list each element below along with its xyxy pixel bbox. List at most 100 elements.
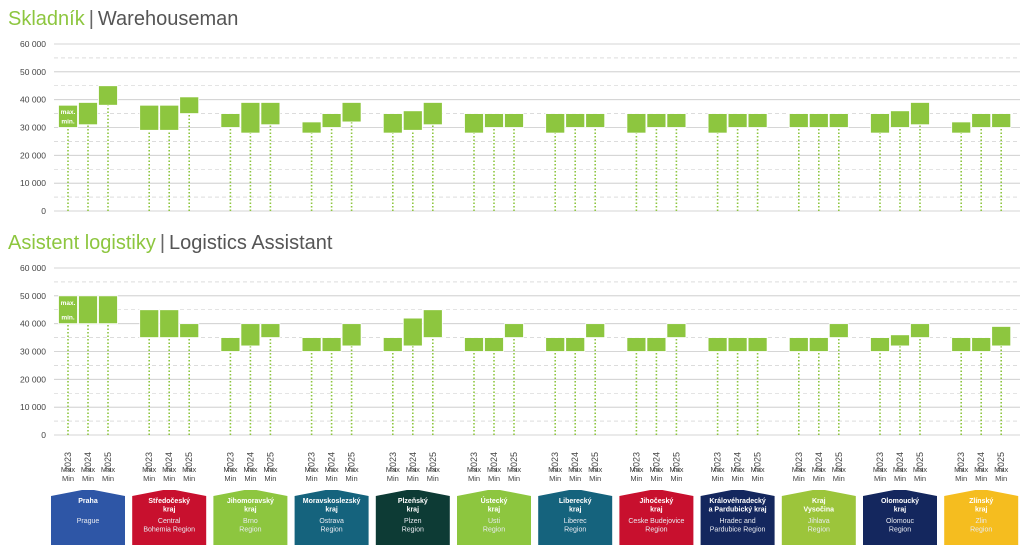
region-name-czech: kraj xyxy=(650,507,663,514)
min-sublabel: Min xyxy=(630,474,642,483)
range-bar xyxy=(58,104,78,128)
min-sublabel: Min xyxy=(874,474,886,483)
max-sublabel: Max xyxy=(731,465,745,474)
year-tick-label: 2023 xyxy=(631,452,641,472)
title-english: Logistics Assistant xyxy=(169,232,333,254)
min-sublabel: Min xyxy=(163,474,175,483)
region-badge-shape xyxy=(863,490,937,545)
range-bar xyxy=(545,337,566,352)
region-badge-shape xyxy=(132,490,207,545)
chart-title-logistics-assistant: Asistent logistiky | Logistics Assistant xyxy=(8,232,332,255)
range-bar xyxy=(971,113,992,128)
range-bar xyxy=(565,113,586,128)
region-badge-shape xyxy=(294,490,369,545)
max-sublabel: Max xyxy=(101,465,115,474)
y-tick-label: 20 000 xyxy=(20,374,46,384)
year-tick-label: 2025 xyxy=(590,452,600,472)
range-bar xyxy=(159,309,180,338)
year-tick-label: 2024 xyxy=(164,452,174,472)
year-tick-label: 2024 xyxy=(245,452,255,472)
region-badge-shape xyxy=(781,490,856,545)
range-bar xyxy=(382,113,403,134)
max-sublabel: Max xyxy=(812,465,826,474)
min-sublabel: Min xyxy=(264,474,276,483)
range-bar xyxy=(707,113,728,134)
year-tick-label: 2024 xyxy=(733,452,743,472)
range-bar xyxy=(828,113,849,128)
range-bar xyxy=(422,102,443,126)
chart-title-warehouseman: Skladník | Warehouseman xyxy=(8,8,238,31)
region-name-czech: kraj xyxy=(325,507,338,514)
region-name-english: Liberec xyxy=(564,518,587,525)
range-bar xyxy=(504,323,524,338)
region-name-czech: Královéhradecký xyxy=(709,498,766,505)
min-sublabel: Min xyxy=(62,474,74,483)
x-axis-labels: 2023MaxMin2024MaxMin2025MaxMin2023MaxMin… xyxy=(61,452,1009,483)
legend-max-label: max. xyxy=(61,109,76,116)
range-bar xyxy=(626,337,647,352)
region-badge-shape xyxy=(457,490,531,545)
min-sublabel: Min xyxy=(183,474,195,483)
min-sublabel: Min xyxy=(833,474,845,483)
y-tick-label: 50 000 xyxy=(20,291,46,301)
region-badge: Praha Prague xyxy=(51,490,125,545)
year-tick-label: 2025 xyxy=(184,452,194,472)
range-bar xyxy=(545,113,566,134)
range-bar xyxy=(260,102,281,126)
range-bar xyxy=(585,323,606,338)
range-bar xyxy=(402,110,423,131)
region-name-czech: kraj xyxy=(244,507,257,514)
region-name-english: Ostrava xyxy=(319,518,344,525)
region-name-english: Hradec and xyxy=(719,518,755,525)
max-sublabel: Max xyxy=(974,465,988,474)
range-bar xyxy=(890,334,910,347)
region-name-english: Region xyxy=(808,527,830,534)
max-sublabel: Max xyxy=(954,465,968,474)
year-tick-label: 2023 xyxy=(875,452,885,472)
y-tick-label: 50 000 xyxy=(20,67,46,77)
max-sublabel: Max xyxy=(832,465,846,474)
max-sublabel: Max xyxy=(994,465,1008,474)
y-tick-label: 30 000 xyxy=(20,347,46,357)
region-badge-shape xyxy=(213,490,288,545)
year-tick-label: 2023 xyxy=(388,452,398,472)
year-tick-label: 2023 xyxy=(307,452,317,472)
max-sublabel: Max xyxy=(588,465,602,474)
region-name-czech: Praha xyxy=(78,498,98,505)
region-name-english: Region xyxy=(970,527,992,534)
range-bar xyxy=(727,337,748,352)
y-tick-label: 20 000 xyxy=(20,150,46,160)
region-name-czech: Vysočina xyxy=(804,507,835,514)
year-tick-label: 2025 xyxy=(671,452,681,472)
region-name-czech: kraj xyxy=(894,507,907,514)
max-sublabel: Max xyxy=(467,465,481,474)
max-sublabel: Max xyxy=(913,465,927,474)
region-name-english: Region xyxy=(645,527,667,534)
y-tick-label: 40 000 xyxy=(20,319,46,329)
range-bar xyxy=(260,323,281,338)
region-badge: Plzeňský kraj Plzen Region xyxy=(375,490,450,545)
range-bar xyxy=(727,113,748,128)
range-bar xyxy=(159,104,180,131)
region-name-czech: Plzeňský xyxy=(398,498,428,505)
min-sublabel: Min xyxy=(732,474,744,483)
max-sublabel: Max xyxy=(81,465,95,474)
range-bar xyxy=(98,295,118,325)
range-bar xyxy=(971,337,992,352)
region-badge-shape xyxy=(51,490,125,545)
year-tick-label: 2024 xyxy=(83,452,93,472)
region-name-czech: Zlínský xyxy=(969,498,993,505)
region-name-english: Olomouc xyxy=(886,518,915,525)
range-bar xyxy=(382,337,403,352)
max-sublabel: Max xyxy=(305,465,319,474)
legend-max-label: max. xyxy=(61,300,76,307)
range-bar xyxy=(585,113,606,128)
region-name-czech: Kraj xyxy=(812,498,826,505)
title-separator: | xyxy=(88,8,94,30)
range-bar xyxy=(341,323,362,347)
max-sublabel: Max xyxy=(406,465,420,474)
min-sublabel: Min xyxy=(589,474,601,483)
region-name-english: Region xyxy=(321,527,343,534)
max-sublabel: Max xyxy=(325,465,339,474)
region-name-english: Zlin xyxy=(976,518,987,525)
